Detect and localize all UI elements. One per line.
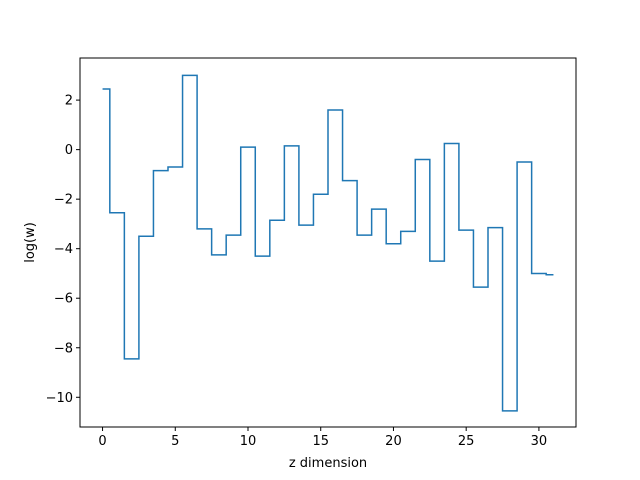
series-line-0: [102, 74, 554, 412]
x-tick-label: 25: [458, 434, 475, 449]
y-axis-label: log(w): [23, 222, 38, 263]
x-tick-label: 30: [531, 434, 548, 449]
x-tick-label: 15: [312, 434, 329, 449]
y-tick-label: 0: [65, 143, 73, 158]
x-tick-label: 0: [98, 434, 106, 449]
y-tick-label: −6: [54, 292, 73, 307]
series-layer: [102, 74, 554, 412]
y-axis-ticks: −10 −8 −6 −4 −2 0 2: [46, 94, 80, 406]
y-tick-label: 2: [65, 94, 73, 109]
y-tick-label: −10: [46, 391, 73, 406]
x-axis-label: z dimension: [289, 456, 367, 471]
y-tick-label: −8: [54, 341, 73, 356]
x-tick-label: 20: [385, 434, 402, 449]
y-tick-label: −4: [54, 242, 73, 257]
x-tick-label: 5: [171, 434, 179, 449]
plot-frame: [79, 57, 577, 428]
y-tick-label: −2: [54, 193, 73, 208]
x-tick-label: 10: [240, 434, 257, 449]
x-axis-ticks: 0 5 10 15 20 25 30: [98, 427, 547, 449]
